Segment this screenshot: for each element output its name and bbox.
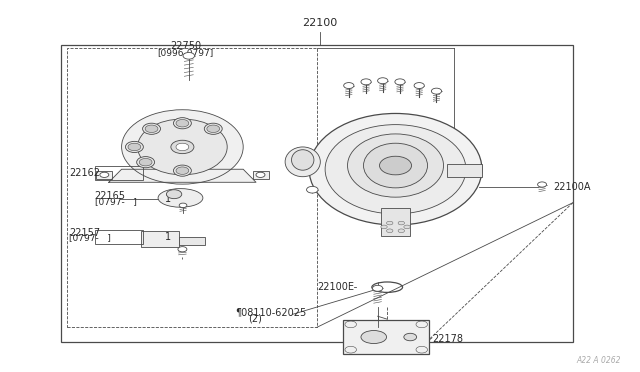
Text: 22100E: 22100E	[317, 282, 354, 292]
Text: 22178: 22178	[432, 334, 463, 343]
Text: 22100A: 22100A	[554, 182, 591, 192]
Text: 22100: 22100	[302, 18, 338, 28]
Circle shape	[414, 83, 424, 89]
Circle shape	[431, 88, 442, 94]
Circle shape	[176, 167, 189, 174]
Bar	[95, 230, 143, 244]
Circle shape	[178, 247, 187, 252]
Ellipse shape	[158, 189, 203, 207]
Bar	[253, 171, 269, 179]
Text: [0797-   ]: [0797- ]	[95, 197, 136, 206]
Bar	[67, 48, 317, 327]
Circle shape	[387, 229, 393, 232]
Ellipse shape	[348, 134, 444, 197]
Ellipse shape	[137, 157, 155, 168]
Circle shape	[176, 119, 189, 127]
Bar	[343, 320, 429, 354]
Circle shape	[381, 225, 387, 229]
Ellipse shape	[325, 125, 466, 214]
Circle shape	[398, 221, 404, 225]
Text: (2): (2)	[248, 313, 262, 323]
Circle shape	[179, 203, 187, 208]
Circle shape	[307, 186, 318, 193]
Circle shape	[361, 79, 371, 85]
Bar	[179, 237, 205, 245]
Circle shape	[378, 78, 388, 84]
Circle shape	[344, 83, 354, 89]
Circle shape	[398, 229, 404, 232]
Circle shape	[140, 158, 152, 166]
Circle shape	[171, 140, 194, 154]
Bar	[381, 208, 410, 236]
Ellipse shape	[143, 123, 161, 134]
Circle shape	[100, 172, 109, 177]
Ellipse shape	[204, 123, 222, 134]
Polygon shape	[109, 169, 256, 182]
Bar	[95, 166, 143, 180]
Circle shape	[183, 52, 195, 59]
Text: [0996-0797]: [0996-0797]	[157, 48, 214, 57]
Ellipse shape	[364, 143, 428, 188]
Ellipse shape	[138, 119, 227, 175]
Text: 1: 1	[165, 194, 172, 203]
Circle shape	[128, 143, 141, 151]
Text: 22750: 22750	[170, 41, 201, 51]
Text: 1: 1	[165, 232, 172, 242]
Circle shape	[176, 143, 189, 151]
Circle shape	[145, 125, 158, 132]
Ellipse shape	[292, 150, 314, 170]
Text: 22165: 22165	[95, 192, 125, 201]
Text: A22 A 0262: A22 A 0262	[576, 356, 621, 365]
Circle shape	[387, 221, 393, 225]
Bar	[141, 231, 179, 247]
Circle shape	[395, 79, 405, 85]
Circle shape	[538, 182, 547, 187]
Bar	[447, 164, 482, 177]
Text: 22162: 22162	[69, 169, 100, 178]
Ellipse shape	[122, 110, 243, 184]
Text: 22157: 22157	[69, 228, 100, 237]
Circle shape	[404, 225, 410, 229]
Circle shape	[207, 125, 220, 132]
Ellipse shape	[125, 141, 143, 153]
Bar	[61, 45, 573, 342]
Ellipse shape	[285, 147, 321, 177]
Circle shape	[380, 156, 412, 175]
Text: [0797-   ]: [0797- ]	[69, 234, 111, 243]
Circle shape	[372, 285, 383, 291]
Ellipse shape	[173, 118, 191, 129]
Circle shape	[166, 190, 182, 199]
Bar	[96, 171, 112, 179]
Ellipse shape	[309, 113, 482, 225]
Ellipse shape	[173, 165, 191, 176]
Circle shape	[256, 172, 265, 177]
Ellipse shape	[361, 330, 387, 344]
Circle shape	[404, 333, 417, 341]
Text: ¶08110-62025: ¶08110-62025	[235, 308, 306, 317]
